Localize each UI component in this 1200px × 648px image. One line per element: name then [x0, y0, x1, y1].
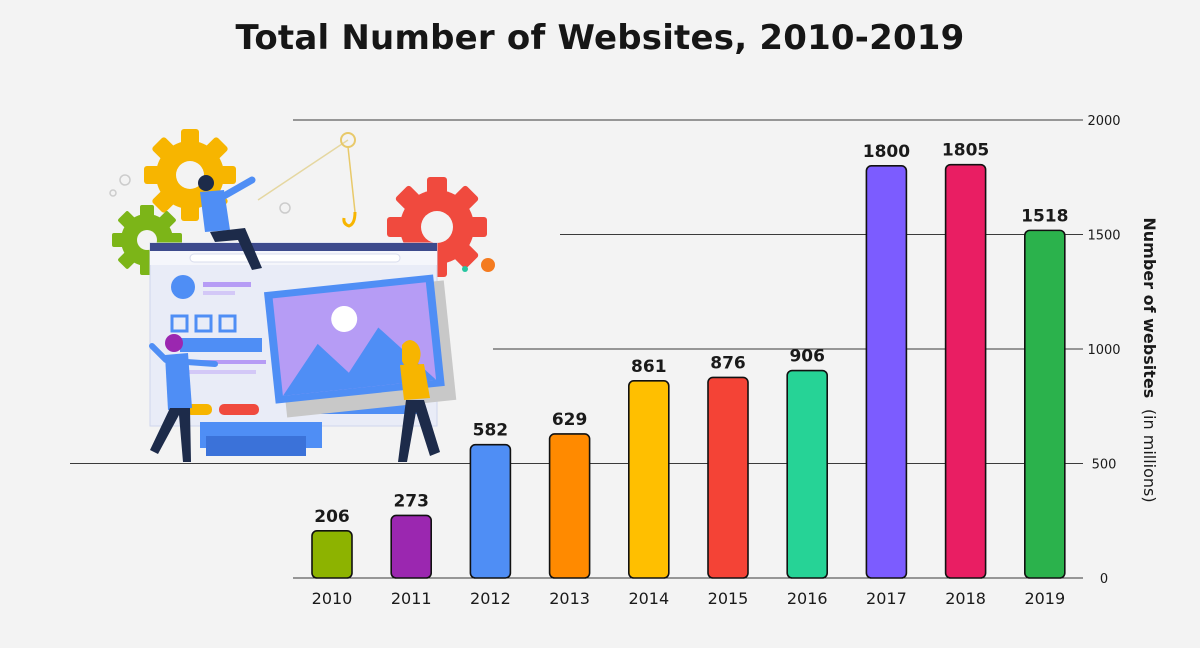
bars: [311, 163, 1066, 579]
value-label-2010: 206: [314, 507, 350, 527]
x-tick-2015: 2015: [708, 589, 749, 608]
bar-2014: [627, 380, 670, 579]
image-card-icon: [263, 274, 457, 418]
person-standing-right-icon: [398, 340, 440, 462]
y-axis-label-unit: (in millions): [1140, 409, 1159, 503]
bar-2013: [548, 433, 591, 579]
value-label-2016: 906: [789, 347, 825, 367]
person-sitting-icon: [198, 175, 262, 270]
value-label-2015: 876: [710, 353, 746, 373]
y-tick-1000: 1000: [1087, 343, 1120, 358]
bar-2019: [1024, 229, 1066, 579]
x-tick-2012: 2012: [470, 589, 511, 608]
x-tick-2019: 2019: [1024, 589, 1065, 608]
value-label-2013: 629: [552, 410, 588, 430]
value-label-2011: 273: [393, 491, 429, 511]
bar-2010: [311, 530, 353, 579]
y-tick-1500: 1500: [1087, 229, 1120, 244]
value-label-2014: 861: [631, 357, 667, 377]
bar-2015: [707, 376, 749, 579]
web-design-illustration: [109, 129, 495, 462]
person-standing-left-icon: [149, 334, 218, 462]
y-axis-label-main: Number of websites: [1140, 217, 1159, 398]
x-axis-ticks: 2010 2011 2012 2013 2014 2015 2016 2017 2018 2019: [312, 589, 1066, 608]
value-label-2019: 1518: [1021, 206, 1068, 226]
x-tick-2017: 2017: [866, 589, 907, 608]
y-tick-500: 500: [1092, 458, 1117, 473]
x-tick-2018: 2018: [945, 589, 986, 608]
chart-title: Total Number of Websites, 2010-2019: [235, 18, 965, 58]
x-tick-2014: 2014: [628, 589, 669, 608]
x-tick-2013: 2013: [549, 589, 590, 608]
yellow-gear-icon: [144, 129, 236, 221]
y-tick-0: 0: [1100, 572, 1108, 587]
bar-2011: [390, 514, 433, 579]
value-labels: 206 273 582 629 861 876 906 1800 1805 1518: [314, 141, 1068, 527]
y-axis-label: Number of websites (in millions): [1140, 217, 1159, 502]
y-tick-2000: 2000: [1087, 114, 1120, 129]
x-tick-2010: 2010: [312, 589, 353, 608]
bar-2018: [944, 163, 987, 579]
value-label-2017: 1800: [863, 142, 910, 162]
bar-2012: [469, 443, 512, 579]
value-label-2018: 1805: [942, 141, 989, 161]
bar-2016: [786, 369, 829, 579]
y-axis-ticks: 0 500 1000 1500 2000: [1087, 114, 1120, 587]
x-tick-2016: 2016: [787, 589, 828, 608]
x-tick-2011: 2011: [391, 589, 432, 608]
value-label-2012: 582: [473, 421, 509, 441]
bar-2017: [865, 165, 908, 579]
